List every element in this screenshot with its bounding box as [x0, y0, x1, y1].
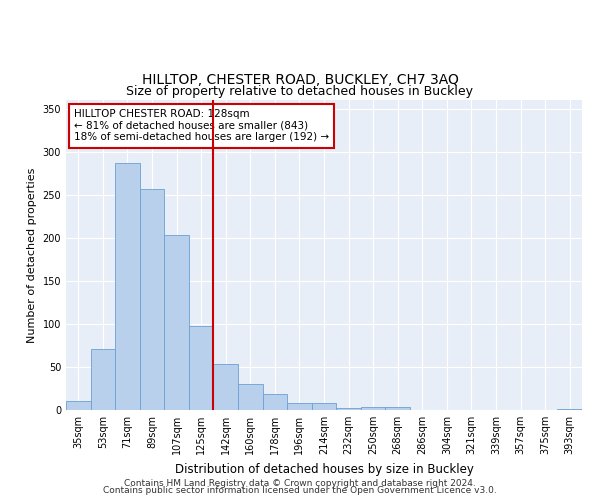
- Bar: [238, 384, 263, 410]
- Bar: [66, 402, 91, 410]
- Bar: [164, 235, 189, 410]
- Text: HILLTOP, CHESTER ROAD, BUCKLEY, CH7 3AQ: HILLTOP, CHESTER ROAD, BUCKLEY, CH7 3AQ: [142, 74, 458, 88]
- Bar: [91, 349, 115, 410]
- X-axis label: Distribution of detached houses by size in Buckley: Distribution of detached houses by size …: [175, 462, 473, 475]
- Text: Contains HM Land Registry data © Crown copyright and database right 2024.: Contains HM Land Registry data © Crown c…: [124, 478, 476, 488]
- Bar: [312, 403, 336, 410]
- Bar: [189, 326, 214, 410]
- Bar: [140, 188, 164, 410]
- Text: Contains public sector information licensed under the Open Government Licence v3: Contains public sector information licen…: [103, 486, 497, 495]
- Bar: [115, 163, 140, 410]
- Bar: [287, 403, 312, 410]
- Bar: [361, 406, 385, 410]
- Bar: [557, 409, 582, 410]
- Text: HILLTOP CHESTER ROAD: 128sqm
← 81% of detached houses are smaller (843)
18% of s: HILLTOP CHESTER ROAD: 128sqm ← 81% of de…: [74, 110, 329, 142]
- Bar: [336, 408, 361, 410]
- Bar: [385, 406, 410, 410]
- Bar: [263, 394, 287, 410]
- Bar: [214, 364, 238, 410]
- Text: Size of property relative to detached houses in Buckley: Size of property relative to detached ho…: [127, 84, 473, 98]
- Y-axis label: Number of detached properties: Number of detached properties: [27, 168, 37, 342]
